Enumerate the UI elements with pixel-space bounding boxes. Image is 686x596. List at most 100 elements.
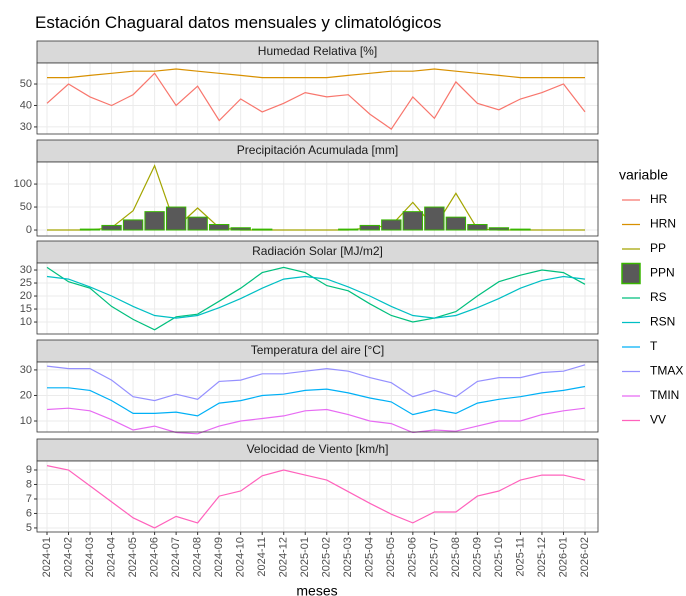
y-tick-label: 10 (20, 415, 32, 427)
legend-title: variable (619, 167, 668, 183)
bar (467, 224, 488, 231)
y-tick-label: 50 (20, 201, 32, 213)
x-tick-label: 2025-01 (299, 537, 311, 577)
legend-key (621, 262, 641, 285)
y-tick-label: 30 (20, 364, 32, 376)
bar (230, 227, 251, 231)
x-tick-label: 2024-05 (127, 537, 139, 577)
panel (37, 263, 598, 334)
x-tick-label: 2024-11 (256, 537, 268, 577)
panel-border (36, 262, 599, 335)
bar (144, 211, 165, 231)
y-tick-label: 5 (26, 522, 32, 534)
legend-label: VV (650, 413, 666, 427)
y-tick-label: 7 (26, 493, 32, 505)
x-tick-label: 2025-11 (514, 537, 526, 577)
y-tick-label: 30 (20, 121, 32, 133)
panel-border (36, 460, 599, 533)
legend-label: RS (650, 290, 667, 304)
y-tick-label: 25 (20, 277, 32, 289)
legend-label: RSN (650, 315, 675, 329)
y-tick-label: 40 (20, 99, 32, 111)
strip-label: Precipitación Acumulada [mm] (237, 143, 398, 157)
x-tick-label: 2024-08 (192, 537, 204, 577)
x-tick-label: 2024-07 (170, 537, 182, 577)
x-tick-label: 2024-03 (84, 537, 96, 577)
x-tick-label: 2025-03 (342, 537, 354, 577)
chart-title: Estación Chaguaral datos mensuales y cli… (35, 13, 441, 32)
strip-label: Radiación Solar [MJ/m2] (252, 244, 383, 258)
x-tick-label: 2025-05 (385, 537, 397, 577)
x-tick-label: 2025-02 (321, 537, 333, 577)
y-tick-label: 50 (20, 78, 32, 90)
panel (37, 362, 598, 432)
bar (165, 206, 187, 231)
line (46, 266, 586, 331)
strip-label: Velocidad de Viento [km/h] (247, 442, 389, 456)
bar (101, 224, 122, 231)
bar (79, 228, 101, 231)
y-tick-label: 100 (14, 178, 32, 190)
bar (488, 227, 510, 231)
x-tick-label: 2024-06 (149, 537, 161, 577)
legend-label: TMIN (650, 388, 679, 402)
y-tick-label: 20 (20, 389, 32, 401)
x-tick-label: 2025-09 (471, 537, 483, 577)
legend-label: PPN (650, 266, 675, 280)
y-tick-label: 30 (20, 264, 32, 276)
legend-label: HRN (650, 217, 676, 231)
bar (381, 219, 402, 231)
panel (37, 162, 598, 236)
bar (187, 216, 208, 231)
bar (252, 228, 273, 231)
y-tick-label: 6 (26, 507, 32, 519)
x-tick-label: 2024-04 (105, 537, 117, 577)
x-tick-label: 2026-02 (579, 537, 591, 577)
panel-border (36, 361, 599, 433)
panel (37, 63, 598, 134)
x-tick-label: 2025-10 (493, 537, 505, 577)
x-tick-label: 2024-09 (213, 537, 225, 577)
line (47, 385, 586, 417)
x-tick-label: 2025-06 (407, 537, 419, 577)
x-tick-label: 2025-12 (536, 537, 548, 577)
x-tick-label: 2024-10 (235, 537, 247, 577)
bar (338, 228, 359, 231)
y-tick-label: 10 (20, 316, 32, 328)
panel-border (36, 161, 599, 237)
x-tick-label: 2026-01 (557, 537, 569, 577)
line (47, 68, 585, 79)
line (46, 364, 586, 402)
bar (359, 224, 380, 231)
x-tick-label: 2024-01 (41, 537, 53, 577)
line (46, 407, 586, 435)
panel-border (36, 62, 599, 135)
y-tick-label: 9 (26, 464, 32, 476)
y-tick-label: 20 (20, 290, 32, 302)
legend-label: T (650, 339, 658, 353)
strip-label: Humedad Relativa [%] (258, 44, 377, 58)
bar (445, 216, 467, 231)
legend-label: PP (650, 241, 666, 255)
x-tick-label: 2025-04 (364, 537, 376, 577)
y-tick-label: 0 (26, 224, 32, 236)
panel (37, 461, 598, 532)
y-tick-label: 15 (20, 303, 32, 315)
bar (424, 206, 445, 231)
line (46, 275, 586, 319)
bar (402, 211, 424, 231)
y-tick-label: 8 (26, 478, 32, 490)
x-axis-label: meses (296, 583, 337, 596)
legend-label: HR (650, 192, 668, 206)
legend-label: TMAX (650, 364, 683, 378)
bar (510, 228, 531, 231)
line (46, 465, 586, 529)
x-tick-label: 2024-12 (278, 537, 290, 577)
strip-label: Temperatura del aire [°C] (251, 343, 385, 357)
bar (208, 224, 230, 231)
x-tick-label: 2024-02 (62, 537, 74, 577)
line (46, 72, 586, 130)
x-tick-label: 2025-08 (450, 537, 462, 577)
bar (122, 219, 144, 231)
